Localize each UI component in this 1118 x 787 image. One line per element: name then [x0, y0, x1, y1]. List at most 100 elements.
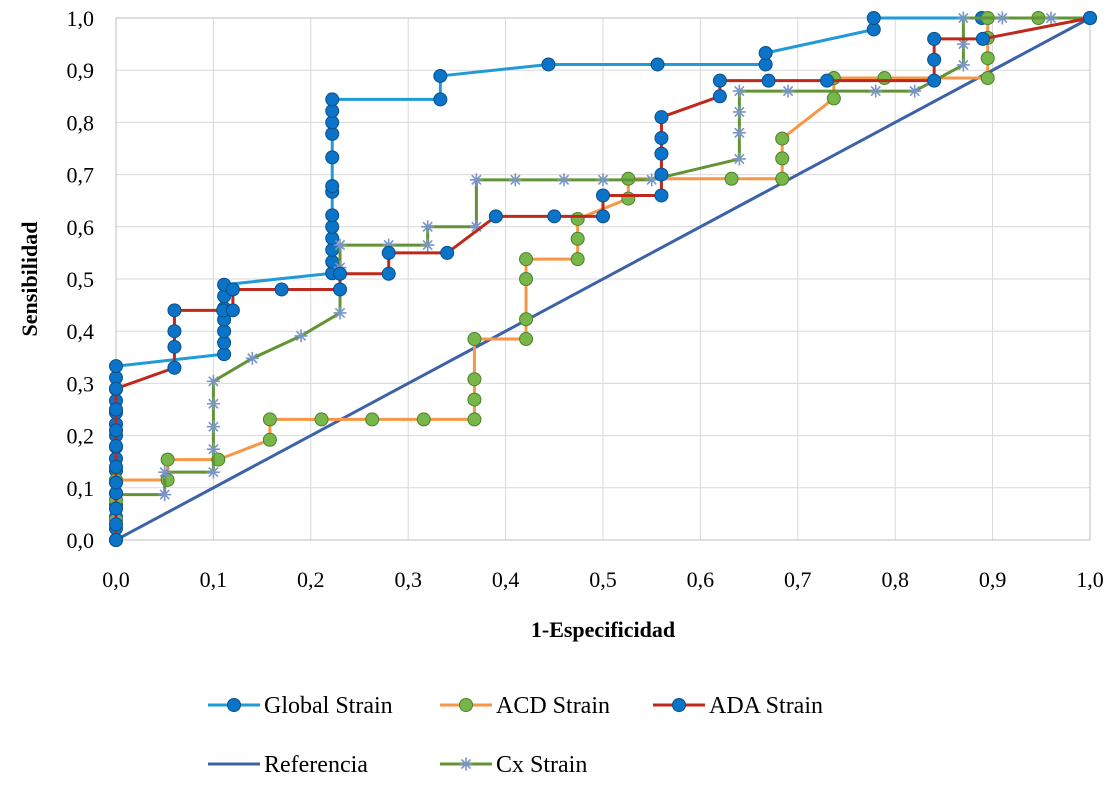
data-point-acd-strain [467, 372, 482, 387]
data-point-ada-strain [167, 303, 182, 318]
data-point-ada-strain [167, 360, 182, 375]
data-point-acd-strain [775, 151, 790, 166]
data-point-cx-strain [469, 220, 483, 234]
x-tick-label: 0,5 [589, 567, 617, 592]
data-point-ada-strain [654, 146, 669, 161]
data-point-acd-strain [160, 452, 175, 467]
series-layer [109, 11, 1097, 547]
data-point-cx-strain [557, 173, 571, 187]
data-point-global-strain [650, 57, 665, 72]
series-referencia [115, 16, 1091, 542]
y-tick-label: 0,5 [67, 267, 95, 292]
data-point-acd-strain [775, 131, 790, 146]
data-point-acd-strain [314, 412, 329, 427]
data-point-global-strain [325, 179, 340, 194]
data-point-acd-strain [570, 211, 585, 226]
series-line-referencia [115, 16, 1091, 542]
legend-item-ada-strain: ADA Strain [653, 693, 823, 719]
data-point-ada-strain [547, 209, 562, 224]
data-point-global-strain [758, 45, 773, 60]
data-point-acd-strain [467, 412, 482, 427]
data-point-ada-strain [167, 324, 182, 339]
x-tick-label: 0,4 [492, 567, 520, 592]
data-point-acd-strain [877, 71, 892, 86]
data-point-ada-strain [654, 110, 669, 125]
data-point-cx-strain [781, 84, 795, 98]
x-tick-label: 0,2 [297, 567, 325, 592]
data-point-ada-strain [333, 282, 348, 297]
data-point-cx-strain [382, 238, 396, 252]
x-tick-label: 1,0 [1076, 567, 1104, 592]
legend-marker [672, 698, 686, 712]
ticks: 0,0 0,1 0,2 0,3 0,4 0,5 0,6 0,7 0,8 0,9 1,0 0,0 0,1 0… [67, 6, 1104, 592]
data-point-ada-strain [1083, 11, 1097, 25]
data-point-ada-strain [109, 439, 123, 454]
data-point-cx-strain [956, 58, 970, 72]
data-point-cx-strain [645, 173, 659, 187]
data-point-cx-strain [732, 84, 746, 98]
y-tick-label: 0,8 [67, 110, 95, 135]
data-point-ada-strain [761, 73, 776, 88]
data-point-cx-strain [908, 84, 922, 98]
data-point-acd-strain [826, 91, 841, 106]
x-axis-title: 1-Especificidad [531, 617, 675, 642]
data-point-acd-strain [365, 412, 380, 427]
data-point-cx-strain [206, 442, 220, 456]
data-point-global-strain [325, 92, 340, 107]
data-point-cx-strain [158, 488, 172, 502]
data-point-global-strain [325, 208, 340, 223]
x-tick-label: 0,6 [687, 567, 715, 592]
y-tick-label: 0,4 [67, 319, 95, 344]
data-point-acd-strain [519, 332, 534, 347]
y-tick-label: 0,1 [67, 476, 95, 501]
data-point-ada-strain [654, 188, 669, 203]
data-point-ada-strain [274, 282, 289, 297]
legend-marker [459, 698, 473, 712]
data-point-cx-strain [421, 238, 435, 252]
legend-item-acd-strain: ACD Strain [440, 693, 610, 719]
data-point-ada-strain [109, 533, 123, 547]
legend-item-global-strain: Global Strain [208, 693, 393, 719]
data-point-acd-strain [519, 272, 534, 286]
data-point-acd-strain [416, 412, 431, 427]
y-tick-label: 1,0 [67, 6, 95, 31]
data-point-global-strain [433, 92, 448, 107]
data-point-acd-strain [262, 432, 277, 447]
data-point-ada-strain [654, 167, 669, 182]
data-point-global-strain [325, 254, 340, 269]
y-tick-label: 0,6 [67, 215, 95, 240]
data-point-acd-strain [775, 171, 790, 186]
data-point-acd-strain [570, 252, 585, 267]
legend-label: Referencia [264, 752, 368, 778]
legend-marker [459, 757, 473, 771]
data-point-ada-strain [333, 266, 348, 281]
legend-label: ACD Strain [496, 693, 610, 719]
data-point-cx-strain [732, 152, 746, 166]
data-point-ada-strain [927, 31, 942, 46]
data-point-ada-strain [225, 282, 240, 297]
data-point-ada-strain [927, 52, 942, 67]
data-point-ada-strain [225, 303, 240, 318]
data-point-global-strain [109, 359, 123, 374]
data-point-ada-strain [109, 402, 123, 417]
data-point-ada-strain [975, 31, 990, 46]
data-point-ada-strain [109, 423, 123, 438]
data-point-acd-strain [570, 231, 585, 246]
data-point-global-strain [325, 150, 340, 165]
data-point-cx-strain [956, 37, 970, 51]
y-axis-title: Sensibilidad [17, 222, 42, 337]
x-tick-label: 0,1 [200, 567, 228, 592]
data-point-cx-strain [596, 173, 610, 187]
legend: Global Strain ACD Strain ADA Strain Referen… [208, 693, 823, 778]
x-tick-label: 0,7 [784, 567, 812, 592]
data-point-cx-strain [333, 306, 347, 320]
x-tick-label: 0,8 [881, 567, 909, 592]
data-point-ada-strain [654, 131, 669, 146]
data-point-ada-strain [109, 475, 123, 490]
data-point-ada-strain [109, 517, 123, 532]
data-point-cx-strain [206, 420, 220, 434]
y-tick-label: 0,2 [67, 424, 95, 449]
data-point-ada-strain [488, 209, 503, 224]
data-point-cx-strain [206, 374, 220, 388]
